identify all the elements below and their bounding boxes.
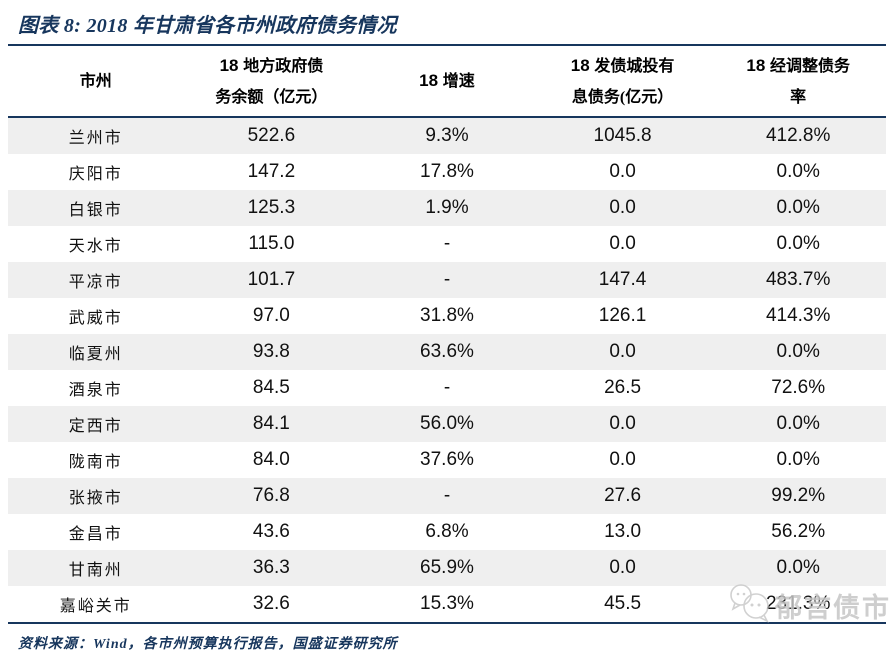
value-cell: 27.6 (604, 485, 642, 506)
value-cell: 0.0% (776, 161, 820, 182)
value-cell: 0.0% (776, 341, 820, 362)
value-cell: 56.2% (771, 521, 826, 542)
city-cell: 金昌市 (68, 526, 123, 543)
value-cell: 84.0 (252, 449, 290, 470)
table-row: 天水市 115.0 - 0.0 0.0% (8, 226, 886, 262)
table-row: 兰州市 522.6 9.3% 1045.8 412.8% (8, 117, 886, 154)
value-cell: 0.0% (776, 557, 820, 578)
table-row: 嘉峪关市 32.6 15.3% 45.5 231.3% (8, 586, 886, 623)
value-cell: 0.0% (776, 197, 820, 218)
column-header-adjusted-debt-ratio: 18 经调整债务率 (710, 46, 886, 118)
city-cell: 临夏州 (68, 346, 123, 363)
value-cell: 125.3 (247, 197, 296, 218)
value-cell: 147.4 (598, 269, 647, 290)
column-header-growth-rate: 18 增速 (359, 46, 535, 118)
column-header-lgfv-interest-bearing-debt: 18 发债城投有 息债务(亿元） (534, 46, 711, 118)
city-cell: 平凉市 (68, 274, 123, 291)
value-cell: 84.1 (252, 413, 290, 434)
value-cell: 72.6% (771, 377, 826, 398)
value-cell: 126.1 (598, 305, 647, 326)
value-cell: 93.8 (252, 341, 290, 362)
header-row: 市州 18 地方政府债 务余额（亿元） 18 增速 18 发债城投有 息债务(亿元） 18 … (8, 46, 886, 118)
value-cell: 0.0% (776, 233, 820, 254)
table-row: 酒泉市 84.5 - 26.5 72.6% (8, 370, 886, 406)
value-cell: 0.0 (609, 161, 636, 182)
value-cell: 76.8 (252, 485, 290, 506)
value-cell: 147.2 (247, 161, 296, 182)
value-cell: 414.3% (765, 305, 831, 326)
value-cell: 0.0% (776, 449, 820, 470)
value-cell: 0.0 (609, 557, 636, 578)
table-row: 庆阳市 147.2 17.8% 0.0 0.0% (8, 154, 886, 190)
value-cell: 45.5 (604, 593, 642, 614)
value-cell: 0.0 (609, 413, 636, 434)
city-cell: 白银市 (68, 202, 123, 219)
table-row: 临夏州 93.8 63.6% 0.0 0.0% (8, 334, 886, 370)
value-cell: 0.0 (609, 341, 636, 362)
value-cell: 65.9% (420, 557, 474, 578)
table-row: 金昌市 43.6 6.8% 13.0 56.2% (8, 514, 886, 550)
city-cell: 兰州市 (68, 130, 123, 147)
value-cell: - (443, 377, 451, 398)
city-cell: 甘南州 (68, 562, 123, 579)
city-cell: 庆阳市 (68, 166, 123, 183)
value-cell: 9.3% (425, 125, 469, 146)
city-cell: 武威市 (68, 310, 123, 327)
value-cell: 522.6 (247, 125, 296, 146)
value-cell: 31.8% (420, 305, 474, 326)
value-cell: - (443, 269, 451, 290)
value-cell: 101.7 (247, 269, 296, 290)
city-cell: 陇南市 (68, 454, 123, 471)
value-cell: 0.0 (609, 233, 636, 254)
value-cell: 6.8% (425, 521, 469, 542)
table-header: 市州 18 地方政府债 务余额（亿元） 18 增速 18 发债城投有 息债务(亿元） 18 … (8, 46, 886, 118)
figure-title: 图表 8: 2018 年甘肃省各市州政府债务情况 (18, 15, 397, 37)
value-cell: 0.0 (609, 197, 636, 218)
city-cell: 嘉峪关市 (59, 598, 132, 615)
value-cell: 0.0 (609, 449, 636, 470)
table-row: 张掖市 76.8 - 27.6 99.2% (8, 478, 886, 514)
value-cell: 1.9% (425, 197, 469, 218)
value-cell: 13.0 (604, 521, 642, 542)
value-cell: 26.5 (604, 377, 642, 398)
value-cell: 17.8% (420, 161, 474, 182)
value-cell: 37.6% (420, 449, 474, 470)
value-cell: 15.3% (420, 593, 474, 614)
city-cell: 定西市 (68, 418, 123, 435)
source-note: 资料来源：Wind，各市州预算执行报告，国盛证券研究所 (18, 637, 398, 652)
table-row: 定西市 84.1 56.0% 0.0 0.0% (8, 406, 886, 442)
debt-table-container: 市州 18 地方政府债 务余额（亿元） 18 增速 18 发债城投有 息债务(亿元） 18 … (8, 44, 886, 624)
value-cell: 231.3% (765, 593, 831, 614)
value-cell: 43.6 (252, 521, 290, 542)
value-cell: 84.5 (252, 377, 290, 398)
value-cell: 412.8% (765, 125, 831, 146)
table-row: 白银市 125.3 1.9% 0.0 0.0% (8, 190, 886, 226)
table-row: 陇南市 84.0 37.6% 0.0 0.0% (8, 442, 886, 478)
column-header-city: 市州 (8, 46, 184, 118)
value-cell: 36.3 (252, 557, 290, 578)
table-row: 武威市 97.0 31.8% 126.1 414.3% (8, 298, 886, 334)
value-cell: 483.7% (765, 269, 831, 290)
value-cell: 97.0 (252, 305, 290, 326)
city-cell: 天水市 (68, 238, 123, 255)
column-header-local-gov-debt-balance: 18 地方政府债 务余额（亿元） (183, 46, 360, 118)
table-row: 甘南州 36.3 65.9% 0.0 0.0% (8, 550, 886, 586)
city-cell: 张掖市 (68, 490, 123, 507)
debt-table: 市州 18 地方政府债 务余额（亿元） 18 增速 18 发债城投有 息债务(亿元） 18 … (8, 46, 886, 624)
value-cell: - (443, 233, 451, 254)
table-body: 兰州市 522.6 9.3% 1045.8 412.8% 庆阳市 147.2 17.8% 0.0… (8, 117, 886, 623)
value-cell: - (443, 485, 451, 506)
value-cell: 115.0 (248, 233, 295, 254)
value-cell: 56.0% (420, 413, 474, 434)
value-cell: 63.6% (420, 341, 474, 362)
value-cell: 32.6 (252, 593, 290, 614)
table-row: 平凉市 101.7 - 147.4 483.7% (8, 262, 886, 298)
value-cell: 99.2% (771, 485, 826, 506)
value-cell: 1045.8 (593, 125, 652, 146)
value-cell: 0.0% (776, 413, 820, 434)
city-cell: 酒泉市 (68, 382, 123, 399)
